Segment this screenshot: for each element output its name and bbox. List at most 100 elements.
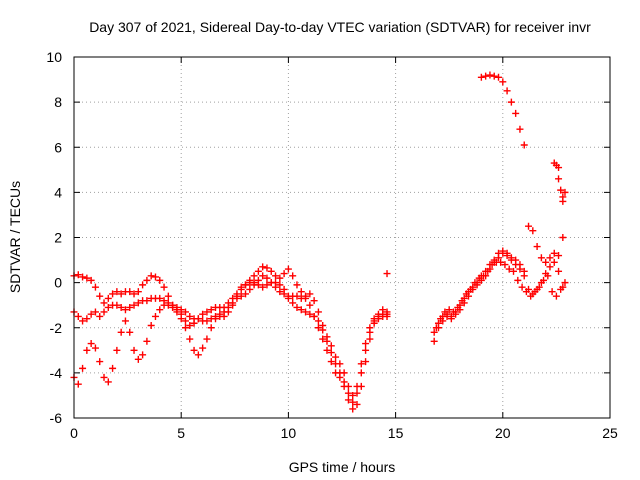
data-point [327,349,335,357]
data-point [445,306,453,314]
data-point [552,292,560,300]
data-point [449,308,457,316]
data-point [310,297,318,305]
data-point [499,78,507,86]
data-point [501,261,509,269]
data-point [561,279,569,287]
data-point [484,267,492,275]
y-tick-label: 6 [54,139,62,155]
data-point [104,378,112,386]
x-tick-label: 10 [281,425,297,441]
data-point [510,267,518,275]
data-point [503,87,511,95]
data-point [151,312,159,320]
data-point [87,276,95,284]
data-point [229,299,237,307]
data-point [130,290,138,298]
data-point [177,306,185,314]
data-point [242,281,250,289]
data-point [160,297,168,305]
data-point [319,321,327,329]
y-axis-label: SDTVAR / TECUs [7,181,23,293]
data-point [441,308,449,316]
data-point [555,252,563,260]
data-point [546,263,554,271]
data-point [203,317,211,325]
data-point [280,270,288,278]
data-point [156,276,164,284]
data-point [437,315,445,323]
data-point [203,308,211,316]
data-point [199,344,207,352]
data-point [550,249,558,257]
data-point [516,261,524,269]
data-point [447,312,455,320]
data-point [522,288,530,296]
data-point [190,346,198,354]
data-point [314,324,322,332]
x-tick-label: 15 [388,425,404,441]
data-point [557,285,565,293]
data-point [344,382,352,390]
y-tick-label: 2 [54,230,62,246]
x-tick-label: 5 [177,425,185,441]
y-tick-label: 4 [54,184,62,200]
data-point [327,358,335,366]
data-point [130,346,138,354]
data-point [349,391,357,399]
data-point [430,337,438,345]
data-point [74,380,82,388]
data-point [233,294,241,302]
data-point [181,324,189,332]
data-point [199,310,207,318]
y-tick-label: -4 [50,365,63,381]
data-point [164,292,172,300]
data-point [109,290,117,298]
data-point [87,340,95,348]
data-point [531,288,539,296]
data-point [366,324,374,332]
data-point [327,342,335,350]
data-point [306,290,314,298]
data-point [117,303,125,311]
x-tick-label: 20 [495,425,511,441]
data-point [537,254,545,262]
data-point [117,290,125,298]
data-point [289,299,297,307]
data-point [480,272,488,280]
data-point [276,281,284,289]
data-point [104,303,112,311]
data-point [344,389,352,397]
data-point [336,360,344,368]
data-point [280,290,288,298]
data-point [143,276,151,284]
data-point [147,321,155,329]
data-point [477,73,485,81]
data-point [117,328,125,336]
data-point [462,290,470,298]
data-point [126,328,134,336]
data-point [87,310,95,318]
data-point [557,186,565,194]
x-axis-label: GPS time / hours [289,459,396,475]
data-point [520,267,528,275]
data-point [74,312,82,320]
y-tick-label: -6 [50,410,63,426]
data-point [147,272,155,280]
data-point [216,310,224,318]
data-point [349,405,357,413]
data-point [134,299,142,307]
data-point [507,98,515,106]
data-point [164,299,172,307]
data-point [181,317,189,325]
data-point [535,283,543,291]
data-point [293,292,301,300]
data-point [486,71,494,79]
data-point [353,389,361,397]
data-point [79,273,87,281]
data-point [289,272,297,280]
data-point [550,258,558,266]
data-point [79,317,87,325]
data-point [207,315,215,323]
data-point [383,270,391,278]
